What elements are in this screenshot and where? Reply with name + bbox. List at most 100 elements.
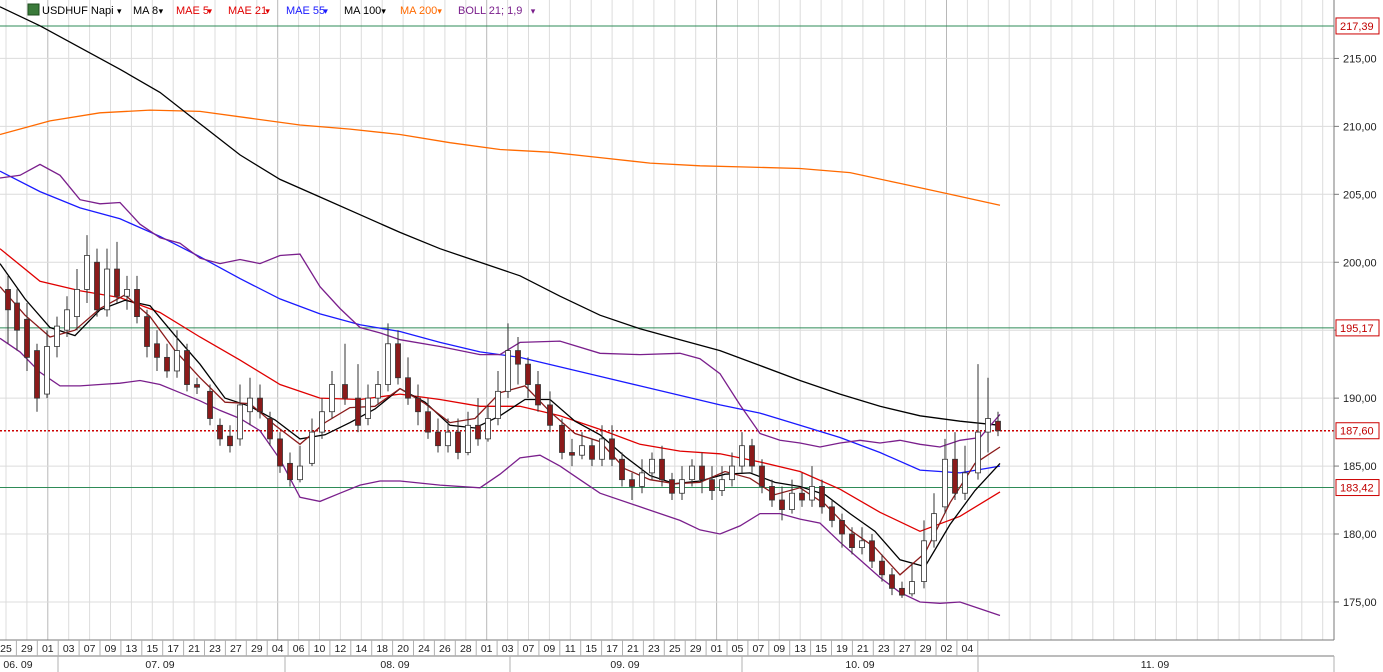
level-label-box xyxy=(1335,479,1380,497)
candle-body xyxy=(465,424,471,453)
candle-body xyxy=(535,384,541,406)
x-day-label: 15 xyxy=(815,643,827,655)
x-day-label: 29 xyxy=(920,643,932,655)
candle-body xyxy=(789,492,795,510)
level-label: 195,17 xyxy=(1340,323,1374,335)
series-line xyxy=(0,163,1001,448)
candle-body xyxy=(629,479,635,487)
chevron-down-icon: ▾ xyxy=(531,6,536,16)
candle-body xyxy=(14,302,20,331)
candle-body xyxy=(559,424,565,453)
candle-body xyxy=(329,384,335,413)
candle-body xyxy=(174,350,180,372)
candle-body xyxy=(237,404,243,440)
candle-body xyxy=(395,343,401,379)
candle-body xyxy=(5,289,11,311)
x-month-label: 10. 09 xyxy=(845,659,874,671)
x-day-label: 18 xyxy=(376,643,388,655)
y-axis: 175,00180,00185,00190,00195,00200,00205,… xyxy=(1333,0,1383,640)
candle-body xyxy=(144,316,150,347)
chevron-down-icon: ▾ xyxy=(117,6,122,16)
candle-body xyxy=(94,261,100,311)
y-tick-label: 215,00 xyxy=(1343,53,1377,65)
x-day-label: 13 xyxy=(794,643,806,655)
x-day-label: 01 xyxy=(42,643,54,655)
x-day-label: 21 xyxy=(188,643,200,655)
candle-body xyxy=(365,397,371,419)
candle-body xyxy=(879,560,885,576)
candle-body xyxy=(769,486,775,501)
x-day-label: 10 xyxy=(314,643,326,655)
candle-body xyxy=(909,581,915,595)
x-day-label: 01 xyxy=(481,643,493,655)
candle-body xyxy=(749,445,755,467)
candle-body xyxy=(227,435,233,447)
candle-body xyxy=(921,540,927,582)
candle-body xyxy=(455,431,461,453)
chevron-down-icon: ▾ xyxy=(265,6,270,16)
candle-body xyxy=(859,540,865,549)
candle-body xyxy=(164,356,170,372)
candle-body xyxy=(104,268,110,311)
indicator-label: BOLL 21; 1,9 xyxy=(458,5,522,17)
candle-body xyxy=(24,318,30,358)
candle-body xyxy=(547,404,553,426)
candle-body xyxy=(679,479,685,494)
x-day-label: 29 xyxy=(21,643,33,655)
x-day-label: 02 xyxy=(941,643,953,655)
indicator-label: MA 100 xyxy=(344,5,381,17)
chevron-down-icon: ▾ xyxy=(323,6,328,16)
plot-area xyxy=(0,0,1334,640)
candle-body xyxy=(589,445,595,460)
x-day-label: 28 xyxy=(460,643,472,655)
candle-body xyxy=(277,438,283,467)
candle-body xyxy=(669,479,675,494)
chevron-down-icon: ▾ xyxy=(159,6,164,16)
candle-body xyxy=(342,384,348,399)
candle-body xyxy=(952,458,958,494)
x-month-label: 09. 09 xyxy=(610,659,639,671)
y-tick-label: 190,00 xyxy=(1343,393,1377,405)
candle-body xyxy=(124,289,130,297)
candle-body xyxy=(699,465,705,481)
candle-body xyxy=(889,574,895,589)
candle-body xyxy=(505,350,511,392)
candle-body xyxy=(809,486,815,501)
x-day-label: 09 xyxy=(773,643,785,655)
candle-body xyxy=(405,377,411,399)
x-day-label: 13 xyxy=(126,643,138,655)
candle-body xyxy=(74,289,80,318)
candle-body xyxy=(44,346,50,395)
candle-body xyxy=(799,492,805,501)
y-tick-label: 200,00 xyxy=(1343,257,1377,269)
level-label: 217,39 xyxy=(1340,21,1374,33)
candle-body xyxy=(579,445,585,456)
candle-body xyxy=(415,397,421,413)
x-day-label: 09 xyxy=(544,643,556,655)
x-month-label: 07. 09 xyxy=(145,659,174,671)
candle-body xyxy=(309,431,315,464)
x-day-label: 20 xyxy=(397,643,409,655)
series-line xyxy=(0,337,1001,617)
indicator-label: MA 200 xyxy=(400,5,437,17)
candle-body xyxy=(515,350,521,365)
x-day-label: 25 xyxy=(669,643,681,655)
level-label-box xyxy=(1335,422,1380,440)
x-day-label: 14 xyxy=(355,643,367,655)
chevron-down-icon: ▾ xyxy=(208,6,213,16)
candle-body xyxy=(319,411,325,433)
x-day-label: 03 xyxy=(502,643,514,655)
x-day-label: 29 xyxy=(251,643,263,655)
x-month-label: 06. 09 xyxy=(3,659,32,671)
candle-body xyxy=(659,458,665,481)
x-day-label: 04 xyxy=(962,643,974,655)
y-tick-label: 180,00 xyxy=(1343,529,1377,541)
series-line xyxy=(0,6,1001,426)
candle-body xyxy=(962,472,968,494)
candlesticks xyxy=(5,235,1001,598)
candle-body xyxy=(445,431,451,447)
indicator-label: MA 8 xyxy=(133,5,158,17)
candle-body xyxy=(599,438,605,460)
x-month-label: 08. 09 xyxy=(380,659,409,671)
candle-body xyxy=(64,309,70,331)
